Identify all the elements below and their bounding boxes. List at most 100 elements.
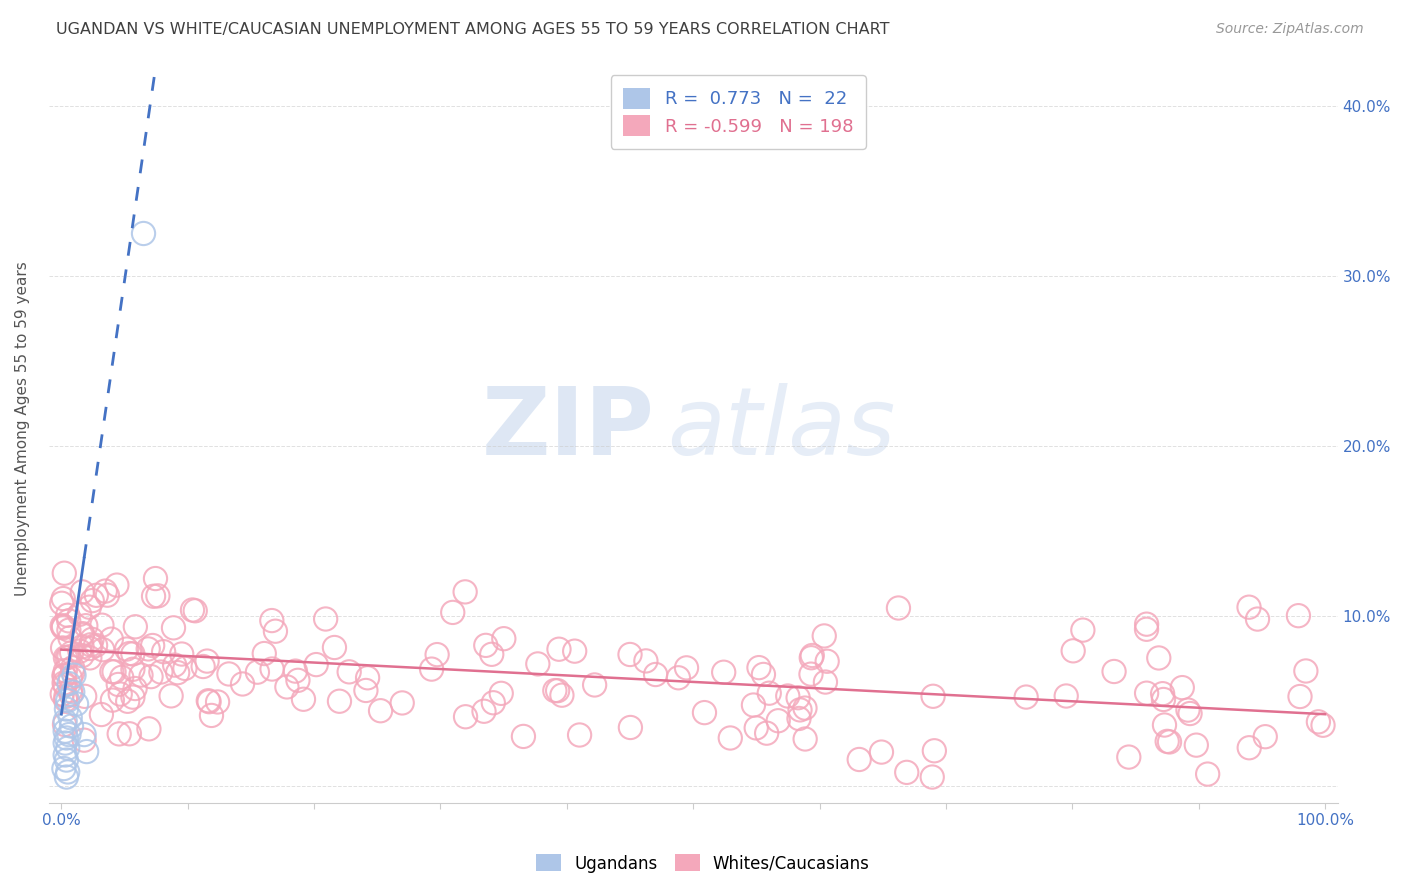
Point (60, 646, 83, 660)
Point (1156, 734, 1178, 748)
Point (52, 621, 75, 635)
Point (315, 612, 337, 626)
Point (527, 657, 550, 671)
Point (1289, 690, 1312, 704)
Point (1185, 738, 1208, 752)
Point (58, 614, 80, 628)
Point (922, 690, 945, 704)
Legend: Ugandans, Whites/Caucasians: Ugandans, Whites/Caucasians (530, 847, 876, 880)
Point (52, 640, 75, 655)
Point (53, 717, 76, 731)
Point (70, 648, 93, 663)
Point (79, 600, 101, 615)
Point (72, 628, 94, 642)
Point (619, 648, 641, 662)
Point (287, 673, 309, 688)
Point (568, 728, 591, 742)
Point (174, 661, 197, 675)
Point (108, 727, 131, 741)
Point (544, 683, 567, 698)
Point (75, 618, 97, 632)
Point (1118, 750, 1140, 764)
Point (101, 693, 124, 707)
Point (118, 727, 141, 741)
Point (62, 685, 84, 699)
Point (73, 690, 96, 704)
Point (90, 707, 112, 722)
Point (191, 659, 214, 673)
Text: Source: ZipAtlas.com: Source: ZipAtlas.com (1216, 22, 1364, 37)
Point (166, 665, 188, 680)
Point (94, 584, 117, 599)
Point (55, 693, 77, 707)
Point (56, 650, 79, 665)
Point (583, 678, 606, 692)
Point (260, 614, 283, 628)
Point (766, 714, 789, 728)
Point (454, 585, 477, 599)
Point (115, 642, 138, 657)
Point (284, 664, 307, 678)
Point (870, 745, 893, 759)
Point (100, 632, 122, 647)
Point (59, 631, 82, 645)
Point (195, 654, 218, 668)
Point (745, 721, 768, 735)
Point (62, 665, 84, 680)
Point (1237, 740, 1260, 755)
Point (246, 665, 269, 680)
Point (644, 667, 666, 681)
Point (337, 665, 360, 679)
Point (276, 680, 298, 694)
Point (56, 764, 79, 779)
Point (138, 722, 160, 736)
Point (56, 608, 79, 623)
Point (1102, 665, 1125, 679)
Point (1071, 623, 1094, 637)
Point (91, 642, 114, 657)
Point (1308, 714, 1330, 729)
Point (122, 690, 145, 705)
Point (755, 726, 778, 740)
Point (1152, 687, 1174, 701)
Point (122, 662, 145, 676)
Point (370, 704, 392, 718)
Point (789, 703, 811, 717)
Point (264, 624, 287, 639)
Point (53, 664, 76, 678)
Point (207, 695, 229, 709)
Point (73, 728, 96, 742)
Point (72, 626, 94, 640)
Point (1135, 622, 1157, 636)
Point (181, 603, 204, 617)
Text: atlas: atlas (668, 384, 896, 475)
Point (129, 668, 152, 682)
Point (70, 640, 93, 654)
Point (924, 744, 946, 758)
Point (218, 667, 240, 681)
Point (564, 644, 586, 658)
Point (198, 695, 221, 709)
Point (1197, 767, 1219, 781)
Point (742, 698, 765, 712)
Point (253, 647, 276, 661)
Point (51, 619, 73, 633)
Point (110, 687, 132, 701)
Point (896, 765, 918, 780)
Point (56, 741, 79, 756)
Point (475, 639, 498, 653)
Point (512, 730, 534, 744)
Point (813, 629, 835, 643)
Point (142, 639, 165, 653)
Point (1136, 686, 1159, 700)
Point (814, 675, 837, 690)
Point (231, 677, 253, 691)
Point (482, 696, 505, 710)
Point (800, 667, 823, 681)
Point (1147, 651, 1170, 665)
Point (815, 654, 838, 668)
Point (80, 632, 103, 647)
Point (58, 676, 80, 690)
Point (53, 724, 76, 739)
Point (107, 677, 129, 691)
